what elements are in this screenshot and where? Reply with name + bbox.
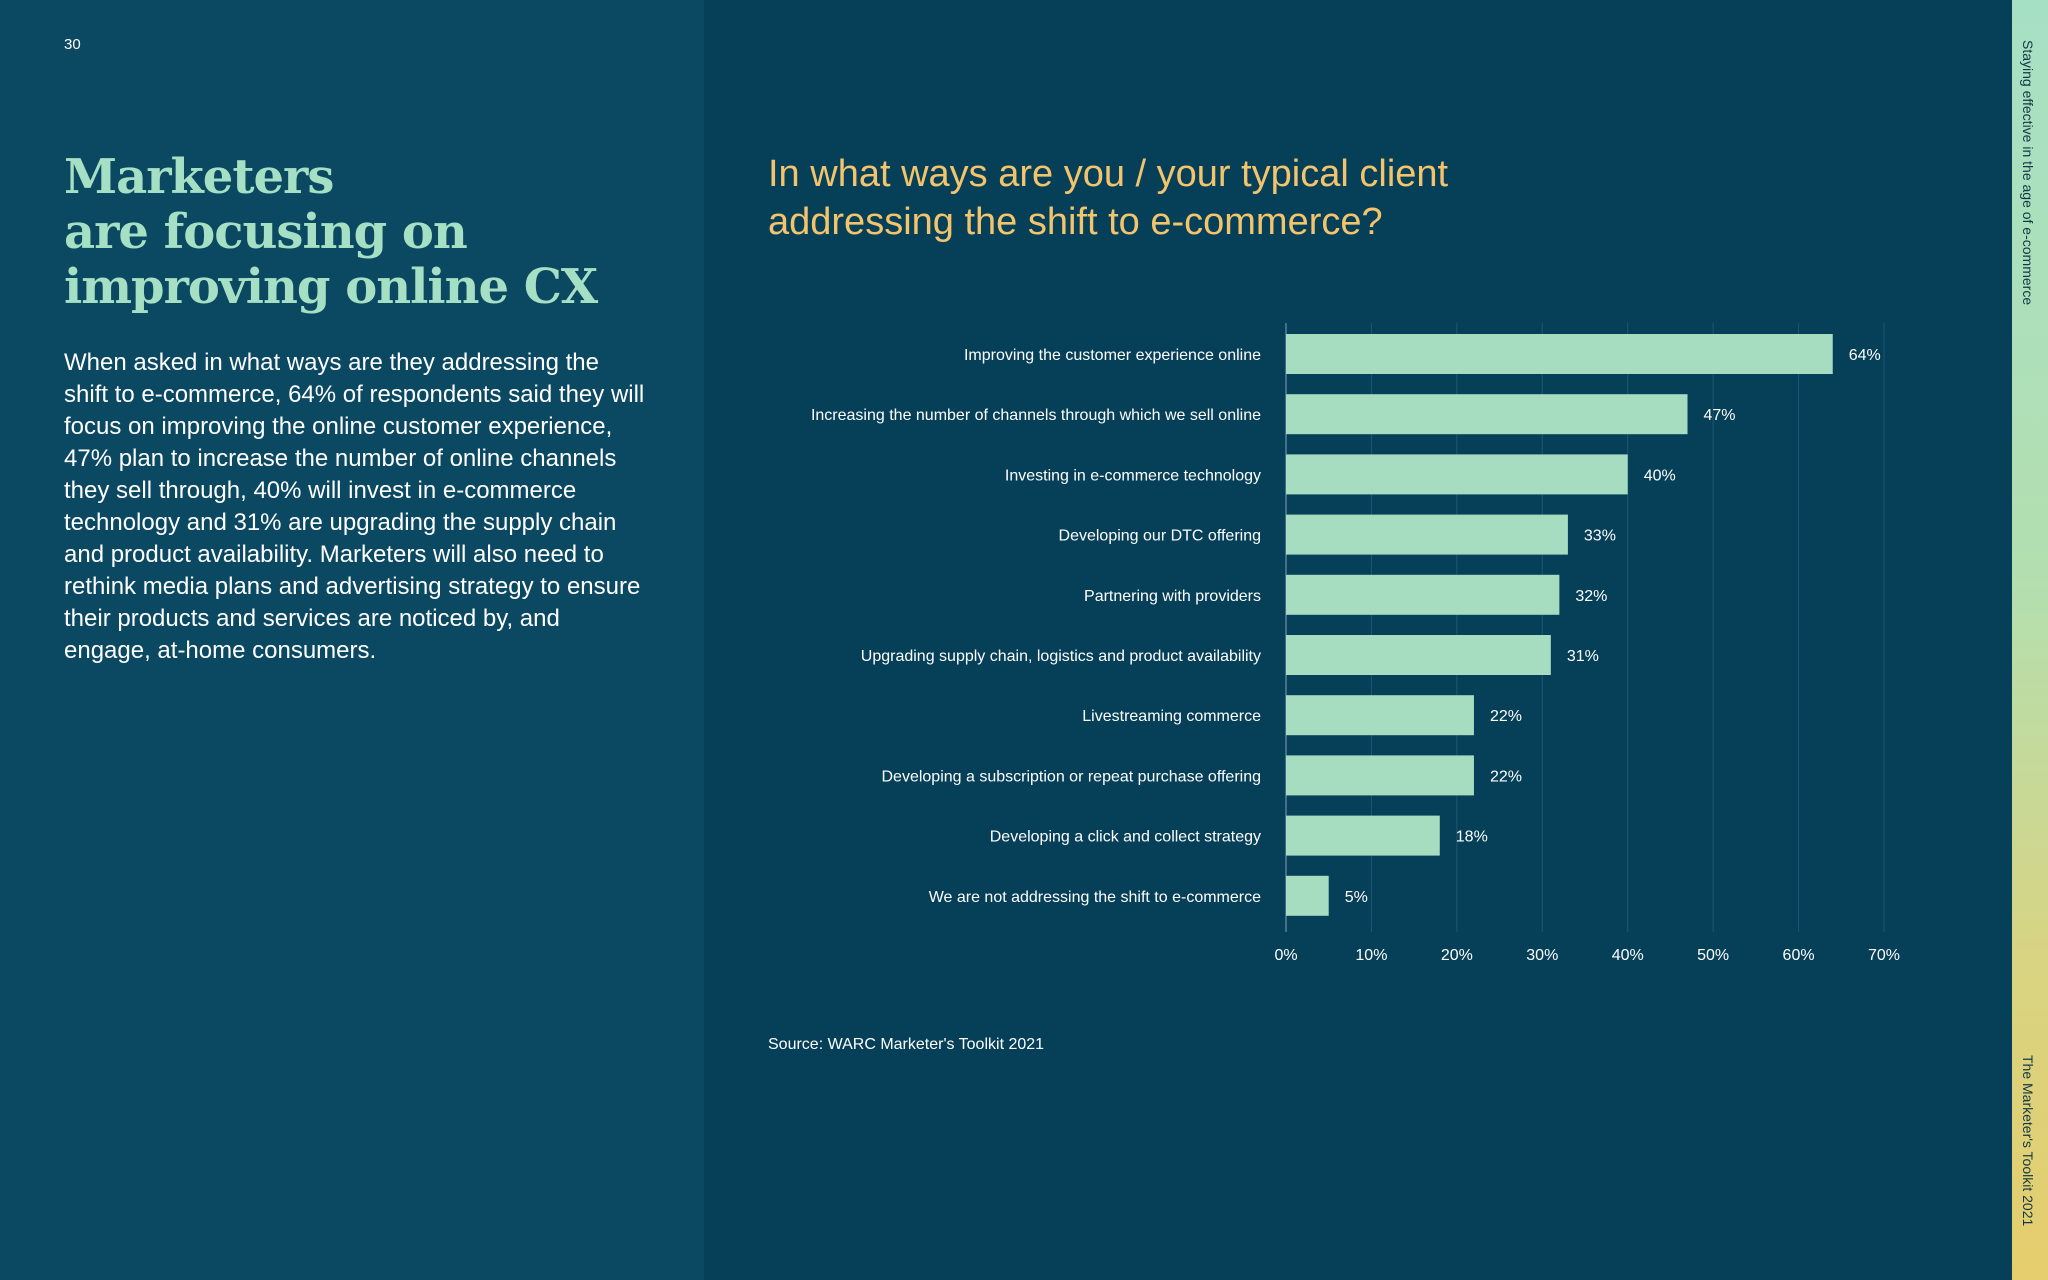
bar — [1286, 514, 1568, 555]
data-label: 5% — [1345, 889, 1368, 906]
data-label: 22% — [1490, 708, 1522, 725]
x-tick-label: 40% — [1612, 947, 1644, 964]
left-panel — [0, 0, 704, 1280]
category-label: Partnering with providers — [1084, 588, 1261, 605]
source-note: Source: WARC Marketer's Toolkit 2021 — [768, 1036, 1045, 1053]
page-number: 30 — [64, 36, 81, 53]
data-label: 64% — [1849, 347, 1881, 364]
x-tick-label: 30% — [1526, 947, 1558, 964]
bar — [1286, 574, 1560, 615]
data-label: 18% — [1456, 829, 1488, 846]
data-label: 32% — [1575, 588, 1607, 605]
category-label: Developing our DTC offering — [1059, 528, 1261, 545]
bar — [1286, 454, 1628, 495]
body-text: When asked in what ways are they address… — [64, 349, 645, 664]
x-tick-label: 10% — [1355, 947, 1387, 964]
data-label: 47% — [1704, 407, 1736, 424]
bar — [1286, 334, 1833, 374]
data-label: 22% — [1490, 768, 1522, 785]
category-label: Developing a click and collect strategy — [990, 829, 1261, 846]
side-title: Staying effective in the age of e-commer… — [2020, 40, 2036, 306]
bar — [1286, 394, 1688, 435]
bar — [1286, 815, 1440, 856]
category-label: Increasing the number of channels throug… — [811, 407, 1261, 424]
data-label: 31% — [1567, 648, 1599, 665]
category-label: Upgrading supply chain, logistics and pr… — [861, 648, 1261, 665]
category-label: Developing a subscription or repeat purc… — [882, 768, 1262, 785]
category-label: We are not addressing the shift to e-com… — [929, 889, 1261, 906]
headline: Marketers are focusing on improving onli… — [64, 149, 598, 315]
category-label: Livestreaming commerce — [1082, 708, 1261, 725]
side-strip — [2012, 0, 2048, 1280]
category-label: Improving the customer experience online — [964, 347, 1261, 364]
x-tick-label: 20% — [1441, 947, 1473, 964]
bar — [1286, 875, 1329, 916]
bar — [1286, 635, 1551, 675]
category-label: Investing in e-commerce technology — [1005, 467, 1261, 484]
x-tick-label: 70% — [1868, 947, 1900, 964]
chart-title: In what ways are you / your typical clie… — [768, 153, 1449, 243]
bar — [1286, 755, 1474, 796]
side-publication: The Marketer's Toolkit 2021 — [2020, 1055, 2036, 1227]
data-label: 40% — [1644, 467, 1676, 484]
x-tick-label: 60% — [1783, 947, 1815, 964]
data-label: 33% — [1584, 528, 1616, 545]
bar — [1286, 695, 1474, 736]
x-tick-label: 0% — [1274, 947, 1297, 964]
x-tick-label: 50% — [1697, 947, 1729, 964]
